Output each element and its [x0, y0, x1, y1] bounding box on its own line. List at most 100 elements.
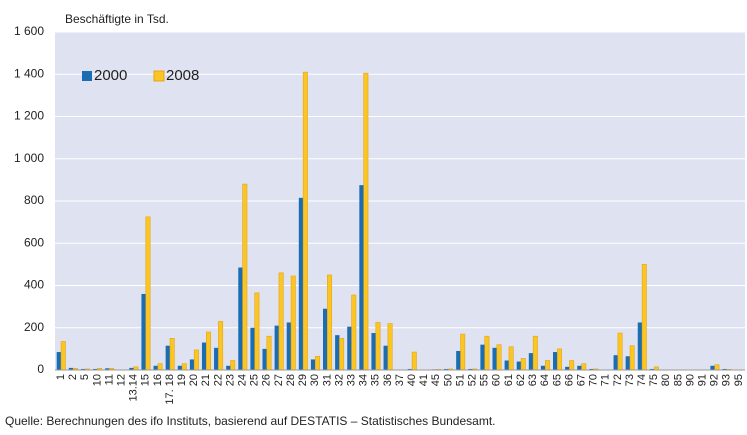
bar — [528, 353, 534, 370]
x-tick-label: 67 — [575, 374, 587, 386]
bar — [484, 335, 490, 371]
x-tick-label: 23 — [224, 374, 236, 386]
x-tick-label: 36 — [382, 374, 394, 386]
x-tick-label: 21 — [200, 374, 212, 386]
bar — [456, 350, 461, 370]
y-tick-label: 1 400 — [14, 66, 44, 80]
x-tick-label: 13.14 — [128, 374, 140, 402]
bar — [577, 365, 582, 370]
bar — [492, 347, 497, 370]
x-tick-label: 85 — [672, 374, 684, 386]
bar — [641, 264, 647, 371]
bar — [629, 345, 635, 371]
bar — [581, 363, 587, 371]
bar — [177, 365, 183, 370]
bar — [504, 360, 509, 370]
x-tick-label: 32 — [333, 374, 345, 386]
x-tick-label: 33 — [345, 374, 357, 386]
x-tick-label: 26 — [261, 374, 273, 386]
bar — [407, 368, 413, 370]
x-tick-label: 75 — [648, 374, 660, 386]
x-tick-label: 35 — [370, 374, 382, 386]
bar — [387, 323, 393, 371]
bar — [375, 322, 381, 371]
bar — [298, 197, 304, 370]
bar — [327, 274, 333, 371]
bar — [444, 368, 449, 370]
bar — [468, 368, 473, 370]
bar — [710, 365, 715, 370]
bar — [371, 333, 376, 370]
bar — [206, 331, 211, 371]
x-tick-label: 2 — [67, 374, 79, 380]
x-tick-label: 51 — [454, 374, 466, 386]
bar — [141, 293, 146, 370]
x-tick-label: 22 — [212, 374, 224, 386]
y-tick-label: 0 — [37, 362, 44, 376]
source-note: Quelle: Berechnungen des ifo Instituts, … — [5, 414, 495, 428]
x-tick-label: 12 — [115, 374, 127, 386]
x-tick-label: 16 — [152, 374, 164, 386]
x-tick-label: 93 — [721, 374, 733, 386]
x-tick-label: 34 — [358, 374, 370, 386]
bar — [165, 345, 170, 370]
bar — [544, 360, 550, 371]
bar — [278, 272, 284, 371]
x-tick-label: 80 — [660, 374, 672, 386]
x-tick-label: 92 — [709, 374, 721, 386]
bar — [250, 327, 255, 370]
bar — [105, 368, 110, 370]
bar — [302, 71, 308, 371]
bar — [625, 356, 630, 370]
x-tick-label: 29 — [297, 374, 309, 386]
bar — [714, 364, 720, 371]
bar — [68, 367, 74, 370]
x-tick-label: 95 — [733, 374, 745, 386]
x-tick-label: 55 — [479, 374, 491, 386]
bar — [226, 365, 231, 370]
x-tick-label: 19 — [176, 374, 188, 386]
x-tick-label: 71 — [600, 374, 612, 386]
bar — [266, 335, 272, 371]
bar — [214, 347, 219, 370]
bar — [722, 368, 727, 370]
x-tick-label: 10 — [91, 374, 103, 386]
bar — [286, 322, 292, 370]
bar — [335, 335, 340, 370]
bar — [93, 368, 98, 370]
bar — [363, 72, 369, 371]
legend-label: 2000 — [94, 67, 127, 84]
bar — [314, 355, 320, 371]
bar — [637, 322, 643, 370]
bar — [411, 351, 417, 371]
x-tick-label: 15 — [140, 374, 152, 386]
x-tick-label: 20 — [188, 374, 200, 386]
y-tick-label: 400 — [24, 278, 44, 292]
x-tick-label: 25 — [249, 374, 261, 386]
x-tick-label: 40 — [406, 374, 418, 386]
x-tick-label: 27 — [273, 374, 285, 386]
bar — [262, 348, 267, 370]
x-tick-label: 90 — [684, 374, 696, 386]
y-tick-label: 800 — [24, 193, 44, 207]
bar — [496, 344, 502, 371]
legend-label: 2008 — [166, 67, 199, 84]
bar — [649, 368, 655, 370]
bar — [557, 348, 563, 371]
y-tick-label: 1 600 — [14, 24, 44, 38]
bar — [169, 338, 175, 371]
x-tick-label: 5 — [79, 374, 91, 380]
bar — [532, 335, 538, 371]
bar — [145, 216, 151, 371]
x-tick-label: 17. 18 — [164, 374, 176, 405]
bar — [56, 352, 62, 370]
bar — [193, 349, 199, 371]
y-tick-label: 1 000 — [14, 151, 44, 165]
bar — [218, 321, 224, 371]
x-tick-label: 63 — [527, 374, 539, 386]
x-tick-label: 52 — [467, 374, 479, 386]
x-tick-label: 66 — [563, 374, 575, 386]
x-tick-label: 64 — [539, 374, 551, 386]
bar — [540, 365, 546, 370]
bar — [589, 368, 594, 370]
